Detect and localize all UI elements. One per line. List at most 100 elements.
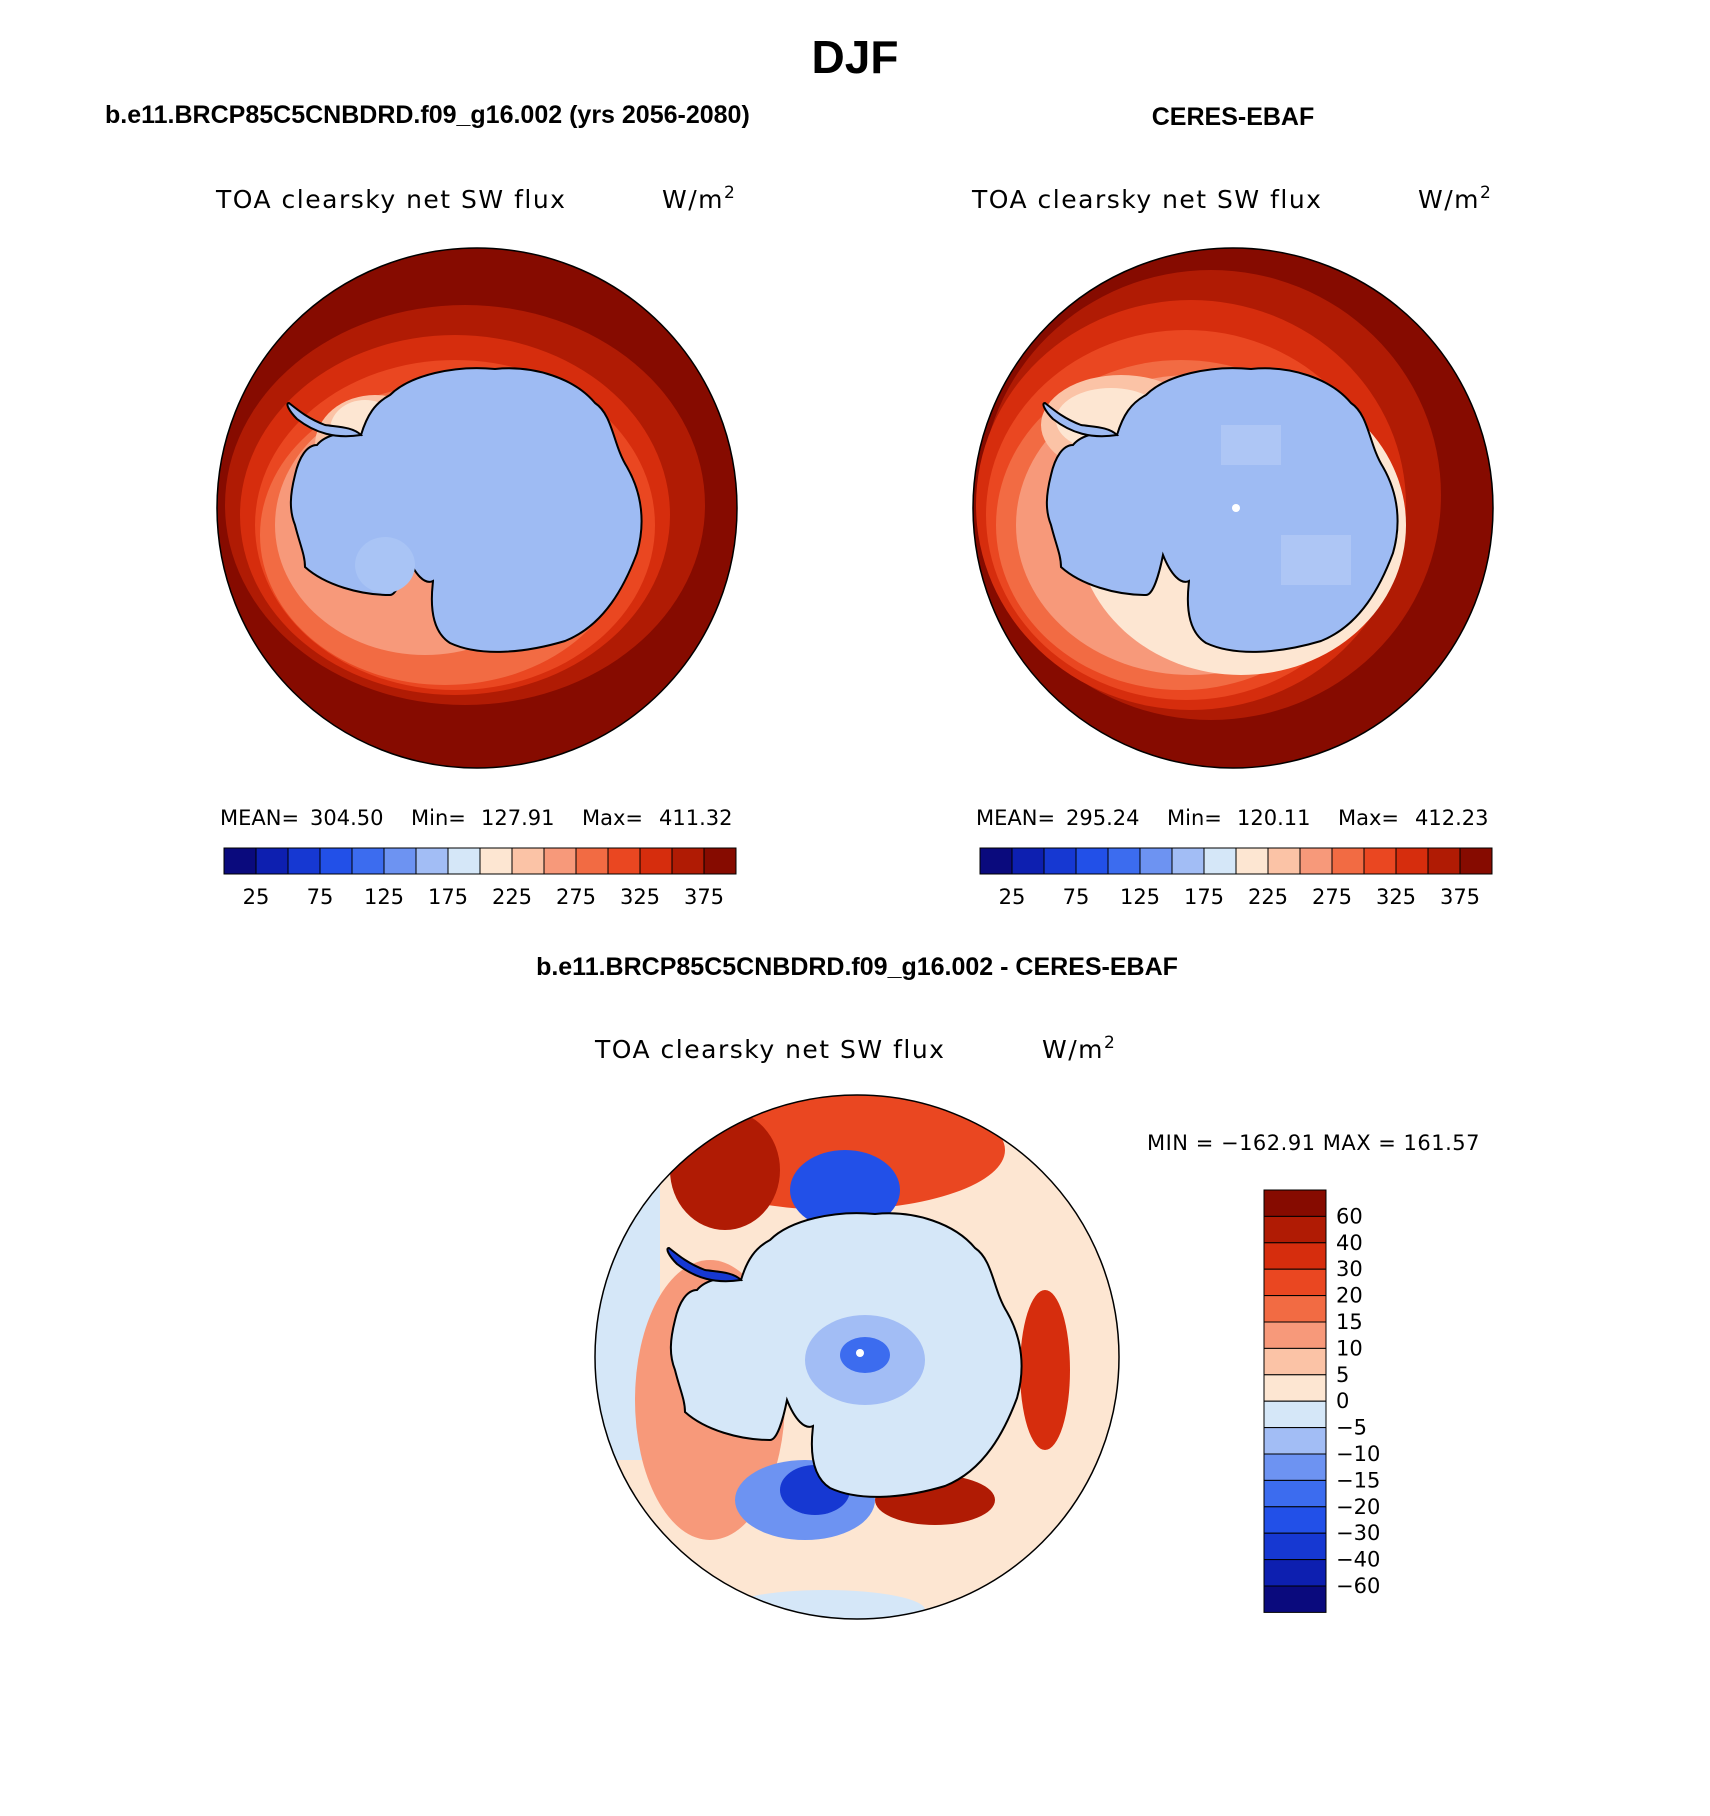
colorbar-model-swatch (671, 847, 705, 875)
panel-model-units: W/m2 (662, 183, 736, 214)
colorbar-model-swatch (415, 847, 449, 875)
colorbar-model-swatch (639, 847, 673, 875)
colorbar-diff-swatch (1263, 1347, 1327, 1376)
panel-obs-units: W/m2 (1418, 183, 1492, 214)
colorbar-model-swatch (383, 847, 417, 875)
panel-diff-units: W/m2 (1042, 1033, 1116, 1064)
obs-min-value: 120.11 (1237, 806, 1310, 830)
obs-mean-label: MEAN= (976, 806, 1055, 830)
obs-max-value: 412.23 (1415, 806, 1488, 830)
colorbar-diff-tick-label: 10 (1336, 1336, 1363, 1360)
colorbar-model-tick-label: 75 (307, 885, 334, 909)
colorbar-diff-tick-label: −15 (1336, 1468, 1380, 1492)
map-model-border (216, 247, 738, 769)
colorbar-obs-swatch (1235, 847, 1269, 875)
map-diff-north-negative (790, 1150, 900, 1230)
model-min-label: Min= (411, 806, 466, 830)
map-obs-pole-dot (1232, 504, 1240, 512)
colorbar-model-swatch (447, 847, 481, 875)
colorbar-obs-swatch (1363, 847, 1397, 875)
colorbar-obs-tick-label: 225 (1248, 885, 1288, 909)
panel-obs: CERES-EBAF TOA clearsky net SW flux W/m2 (971, 103, 1494, 909)
colorbar-model-swatch (319, 847, 353, 875)
colorbar-diff-swatch (1263, 1321, 1327, 1349)
model-min-value: 127.91 (481, 806, 554, 830)
model-mean-value: 304.50 (310, 806, 383, 830)
colorbar-obs-swatch (1075, 847, 1109, 875)
map-obs-patch-2 (1281, 535, 1351, 585)
colorbar-model-swatch (511, 847, 545, 875)
map-diff-nw-max (670, 1110, 780, 1230)
colorbar-obs-swatch (1203, 847, 1237, 875)
colorbar-obs-tick-label: 275 (1312, 885, 1352, 909)
colorbar-obs-swatch (1139, 847, 1173, 875)
colorbar-obs-tick-label: 75 (1063, 885, 1090, 909)
colorbar-diff-swatch (1263, 1585, 1327, 1613)
colorbar-diff-swatch (1263, 1189, 1327, 1217)
colorbar-obs-swatch (1395, 847, 1429, 875)
colorbar-diff-swatch (1263, 1295, 1327, 1323)
colorbar-model-tick-label: 25 (243, 885, 270, 909)
map-model-ice-shelf (355, 537, 415, 593)
colorbar-model-swatch (703, 847, 737, 875)
map-model (217, 248, 737, 768)
map-obs-border (972, 247, 1494, 769)
colorbar-diff-swatch (1263, 1427, 1327, 1455)
map-diff-pole-dot (856, 1349, 864, 1357)
colorbar-diff-tick-label: −40 (1336, 1548, 1380, 1572)
colorbar-obs-tick-label: 375 (1440, 885, 1480, 909)
panel-diff-subtitle: TOA clearsky net SW flux (594, 1035, 945, 1064)
colorbar-obs-swatch (1107, 847, 1141, 875)
map-obs-patch-1 (1221, 425, 1281, 465)
colorbar-diff-swatch (1263, 1242, 1327, 1270)
colorbar-diff-swatch (1263, 1400, 1327, 1429)
colorbar-model-tick-label: 175 (428, 885, 468, 909)
colorbar-obs-swatch (1331, 847, 1365, 875)
colorbar-diff-tick-label: 20 (1336, 1284, 1363, 1308)
colorbar-diff-tick-label: 0 (1336, 1389, 1349, 1413)
map-diff-border (594, 1094, 1120, 1620)
colorbar-diff-tick-label: −60 (1336, 1574, 1380, 1598)
map-obs-contours (976, 270, 1441, 720)
colorbar-model-tick-label: 225 (492, 885, 532, 909)
map-diff-contours (595, 1095, 1070, 1619)
panel-obs-title: CERES-EBAF (1152, 103, 1315, 131)
map-diff (595, 1095, 1119, 1619)
colorbar-obs-swatch (1267, 847, 1301, 875)
colorbar-model-tick-label: 275 (556, 885, 596, 909)
colorbar-model-swatch (575, 847, 609, 875)
colorbar-model: 25 75 125 175 225 275 325 375 (223, 847, 737, 909)
colorbar-diff-tick-label: −10 (1336, 1442, 1380, 1466)
colorbar-model-swatch (479, 847, 513, 875)
colorbar-diff-swatch (1263, 1215, 1327, 1244)
colorbar-model-swatch (351, 847, 385, 875)
panel-diff-title: b.e11.BRCP85C5CNBDRD.f09_g16.002 - CERES… (536, 953, 1178, 981)
panel-model-title: b.e11.BRCP85C5CNBDRD.f09_g16.002 (yrs 20… (105, 101, 750, 129)
colorbar-diff-tick-label: 15 (1336, 1310, 1363, 1334)
colorbar-diff-tick-label: 30 (1336, 1257, 1363, 1281)
colorbar-obs-swatch (979, 847, 1013, 875)
colorbar-obs-tick-label: 125 (1120, 885, 1160, 909)
colorbar-obs-swatch (1171, 847, 1205, 875)
colorbar-obs-swatch (1011, 847, 1045, 875)
colorbar-diff-tick-label: 60 (1336, 1204, 1363, 1228)
model-mean-label: MEAN= (220, 806, 299, 830)
map-model-contours (225, 305, 705, 705)
panel-diff: b.e11.BRCP85C5CNBDRD.f09_g16.002 - CERES… (536, 953, 1480, 1620)
obs-stats: MEAN= 295.24 Min= 120.11 Max= 412.23 (976, 806, 1488, 830)
panel-obs-subtitle: TOA clearsky net SW flux (971, 185, 1322, 214)
panel-diff-stats: MIN = −162.91 MAX = 161.57 (1147, 1131, 1480, 1155)
colorbar-model-swatch (287, 847, 321, 875)
map-diff-east-positive (1020, 1290, 1070, 1450)
colorbar-model-swatch (223, 847, 257, 875)
colorbar-obs-tick-label: 175 (1184, 885, 1224, 909)
colorbar-model-swatch (607, 847, 641, 875)
colorbar-diff-swatch (1263, 1479, 1327, 1508)
obs-min-label: Min= (1167, 806, 1222, 830)
colorbar-diff-swatch (1263, 1559, 1327, 1587)
model-max-label: Max= (582, 806, 643, 830)
colorbar-diff-swatch (1263, 1268, 1327, 1297)
model-stats: MEAN= 304.50 Min= 127.91 Max= 411.32 (220, 806, 732, 830)
colorbar-obs-swatch (1299, 847, 1333, 875)
